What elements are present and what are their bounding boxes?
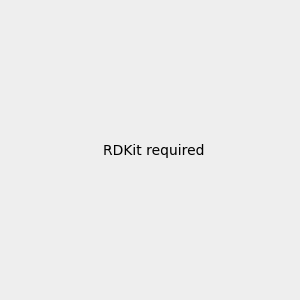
Text: RDKit required: RDKit required — [103, 145, 205, 158]
